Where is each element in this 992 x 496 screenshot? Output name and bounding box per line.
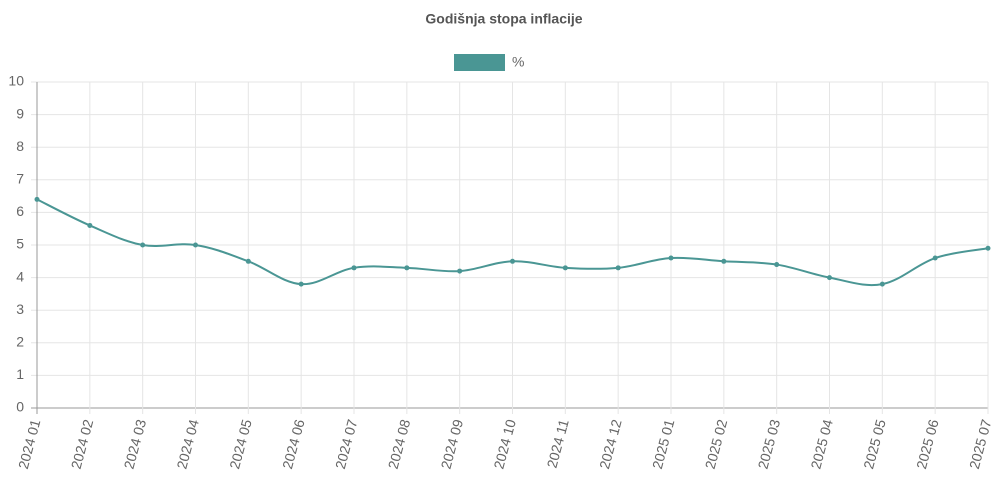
point [774, 262, 780, 268]
point [827, 275, 832, 281]
x-tick-label: 2024 02 [68, 417, 97, 470]
point [298, 281, 304, 287]
x-tick-label: 2024 08 [385, 417, 414, 470]
y-tick-label: 6 [16, 203, 24, 219]
point [721, 258, 727, 264]
point [562, 265, 568, 271]
x-tick-label: 2024 03 [121, 417, 150, 470]
legend-swatch [454, 54, 505, 71]
x-tick-label: 2025 02 [702, 417, 731, 470]
y-tick-label: 8 [16, 138, 24, 154]
point [932, 255, 938, 261]
point [140, 242, 146, 248]
y-tick-label: 10 [8, 73, 24, 89]
y-tick-label: 7 [16, 171, 24, 187]
y-tick-label: 2 [16, 334, 24, 350]
y-tick-label: 9 [16, 105, 24, 121]
x-tick-label: 2024 11 [544, 417, 572, 469]
x-tick-label: 2025 05 [860, 417, 889, 470]
chart-title: Godišnja stopa inflacije [425, 11, 582, 27]
x-tick-label: 2025 04 [807, 417, 836, 470]
point [510, 258, 515, 264]
point [879, 281, 885, 287]
point [615, 265, 621, 271]
y-tick-label: 0 [16, 399, 24, 415]
x-tick-label: 2025 07 [966, 417, 992, 470]
y-tick-label: 1 [16, 366, 24, 382]
x-tick-label: 2024 12 [596, 417, 625, 470]
y-tick-label: 5 [16, 236, 24, 252]
point [404, 265, 410, 271]
point [245, 258, 251, 264]
x-tick-label: 2024 05 [226, 417, 255, 470]
x-tick-label: 2024 07 [332, 417, 361, 470]
legend-label: % [512, 54, 524, 70]
point [457, 268, 463, 274]
point [351, 265, 357, 271]
x-tick-label: 2024 06 [279, 417, 308, 470]
point [985, 245, 991, 251]
x-tick-label: 2025 03 [755, 417, 784, 470]
y-tick-label: 3 [16, 301, 24, 317]
point [34, 196, 40, 202]
x-tick-label: 2025 06 [913, 417, 942, 470]
point [87, 222, 93, 228]
y-tick-label: 4 [16, 268, 24, 284]
x-tick-label: 2024 09 [438, 417, 467, 470]
x-tick-label: 2024 04 [173, 417, 202, 470]
point [193, 242, 198, 248]
point [668, 255, 674, 261]
x-tick-label: 2024 01 [15, 417, 44, 470]
x-tick-label: 2024 10 [490, 417, 519, 470]
x-tick-label: 2025 01 [649, 417, 678, 470]
